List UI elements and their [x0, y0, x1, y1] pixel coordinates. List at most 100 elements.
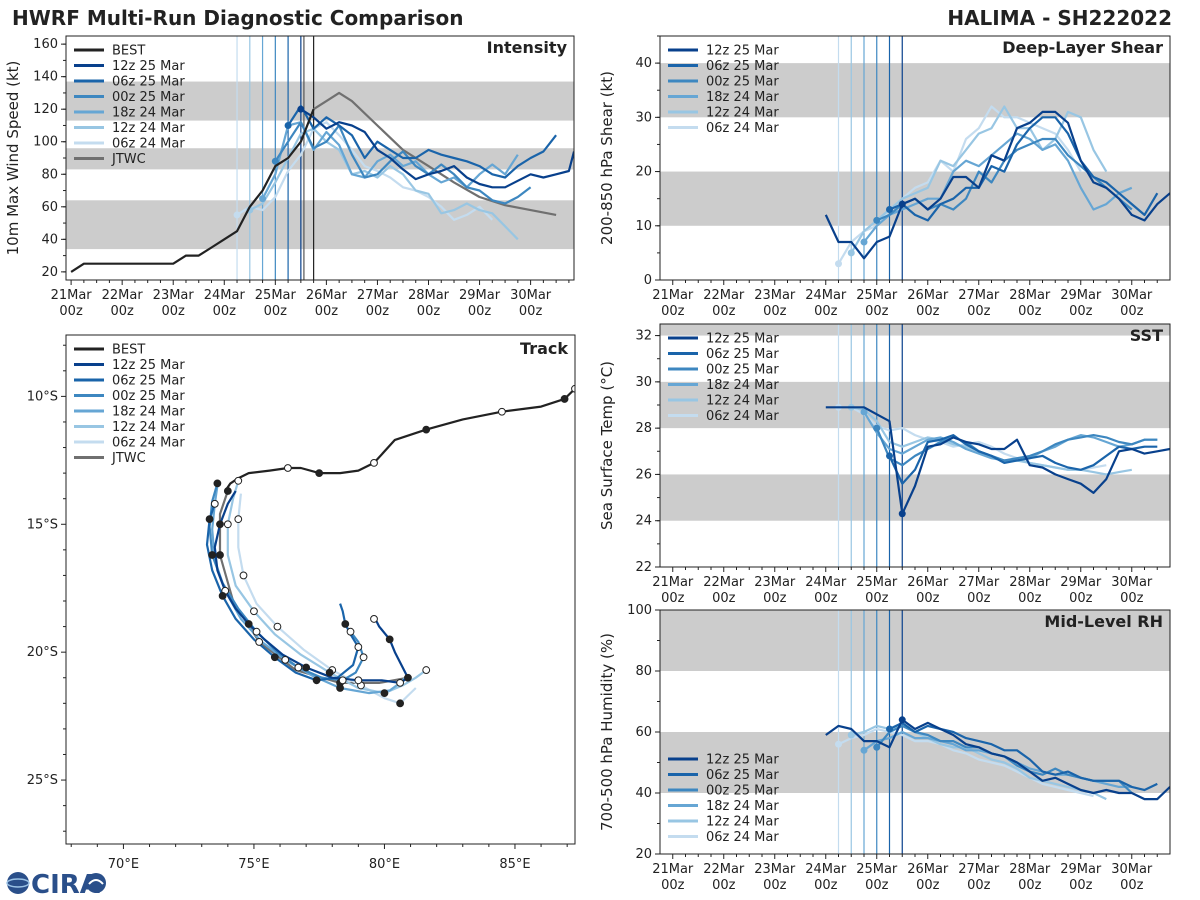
- legend-entry: 12z 25 Mar: [706, 753, 779, 768]
- x-tick-label-hour: 00z: [712, 591, 736, 606]
- y-tick-label: 40: [41, 232, 58, 247]
- track-point-open: [294, 663, 303, 672]
- series-line-12z-25-mar: [824, 110, 1170, 260]
- y-axis-label: Sea Surface Temp (°C): [598, 361, 616, 530]
- series-line-06z-25-mar: [888, 434, 1158, 485]
- legend-entry: 12z 24 Mar: [706, 106, 779, 121]
- series-line-12z-25-mar: [825, 406, 1170, 515]
- y-tick-label: 40: [635, 56, 652, 71]
- x-tick-label-day: 28Mar: [408, 288, 450, 303]
- x-tick-label-hour: 00z: [814, 878, 838, 893]
- track-point-filled: [244, 620, 253, 628]
- panel-title: Intensity: [487, 38, 568, 57]
- storm-id-title: HALIMA - SH222022: [947, 6, 1172, 30]
- init-point-00z-25-mar: [271, 157, 279, 165]
- x-tick-label-hour: 00z: [712, 878, 736, 893]
- track-point-open: [234, 515, 243, 524]
- panel-title: SST: [1130, 326, 1163, 345]
- x-tick-label-hour: 00z: [366, 304, 390, 319]
- track-point-filled: [385, 635, 394, 644]
- lon-tick-label: 85°E: [499, 857, 530, 872]
- y-tick-label: 60: [635, 725, 652, 740]
- legend-entry: 00z 25 Mar: [706, 363, 779, 378]
- x-tick-label-hour: 00z: [865, 878, 889, 893]
- y-tick-label: 30: [635, 375, 652, 390]
- lon-tick-label: 70°E: [108, 857, 139, 872]
- legend-entry: 00z 25 Mar: [706, 75, 779, 90]
- legend-entry: 06z 25 Mar: [112, 75, 185, 90]
- x-tick-label-day: 26Mar: [907, 862, 949, 877]
- track-point-open: [354, 676, 363, 685]
- track-point-open: [252, 627, 261, 636]
- series-line-12z-24-mar: [249, 127, 519, 241]
- init-point-06z-25-mar: [886, 206, 893, 214]
- track-point-open: [422, 666, 431, 674]
- track-point-filled: [218, 591, 227, 600]
- series-line-12z-25-mar: [825, 718, 1170, 801]
- init-point-06z-25-mar: [886, 452, 893, 460]
- x-tick-label-day: 28Mar: [1009, 862, 1051, 877]
- x-tick-label-day: 25Mar: [856, 575, 898, 590]
- legend-entry: 06z 24 Mar: [706, 121, 779, 136]
- x-tick-label-hour: 00z: [162, 304, 186, 319]
- init-point-00z-25-mar: [873, 216, 881, 224]
- plot-area: [660, 36, 1170, 280]
- legend-entry: 12z 25 Mar: [706, 44, 779, 59]
- x-tick-label-hour: 00z: [865, 591, 889, 606]
- track-point-open: [283, 464, 292, 472]
- x-tick-label-hour: 00z: [661, 591, 685, 606]
- panel-sst: 22242628303221Mar00z22Mar00z23Mar00z24Ma…: [598, 323, 1171, 606]
- x-tick-label-hour: 00z: [712, 304, 736, 319]
- track-point-filled: [205, 515, 214, 524]
- legend-entry: 18z 24 Mar: [706, 90, 779, 105]
- legend-entry: 00z 25 Mar: [112, 389, 185, 404]
- y-tick-label: 20: [635, 847, 652, 862]
- init-point-06z-24-mar: [835, 260, 842, 268]
- legend-entry: 06z 25 Mar: [706, 59, 779, 74]
- legend-entry: 12z 24 Mar: [706, 815, 779, 830]
- x-tick-label-day: 30Mar: [1111, 288, 1153, 303]
- init-point-12z-24-mar: [847, 731, 855, 739]
- x-tick-label-hour: 00z: [814, 591, 838, 606]
- y-tick-label: 60: [41, 200, 58, 215]
- y-tick-label: 28: [635, 421, 652, 436]
- track-point-open: [281, 655, 290, 664]
- lat-tick-label: 25°S: [27, 773, 58, 788]
- x-tick-label-day: 26Mar: [907, 575, 949, 590]
- x-tick-label-hour: 00z: [967, 304, 991, 319]
- init-point-12z-25-mar: [898, 200, 906, 208]
- y-tick-label: 80: [635, 664, 652, 679]
- legend-entry: 00z 25 Mar: [706, 784, 779, 799]
- x-tick-label-day: 21Mar: [51, 288, 93, 303]
- x-tick-label-hour: 00z: [916, 878, 940, 893]
- series-line-best: [70, 108, 315, 273]
- legend-entry: 00z 25 Mar: [112, 90, 185, 105]
- series-line-18z-24-mar: [863, 132, 1133, 243]
- track-line-12z-25-mar: [213, 490, 409, 685]
- x-tick-label-hour: 00z: [763, 304, 787, 319]
- series-line-12z-24-mar: [850, 105, 1108, 254]
- globe-icon: [7, 872, 29, 894]
- init-point-06z-25-mar: [284, 121, 292, 129]
- x-tick-label-day: 24Mar: [805, 862, 847, 877]
- track-point-filled: [213, 479, 222, 488]
- track-point-filled: [560, 395, 569, 403]
- panel-shear: 01020304021Mar00z22Mar00z23Mar00z24Mar00…: [598, 35, 1171, 319]
- track-line-best: [224, 387, 575, 492]
- series-line-06z-25-mar: [889, 721, 1158, 792]
- track-point-filled: [312, 676, 321, 685]
- y-tick-label: 10: [635, 219, 652, 234]
- x-tick-label-hour: 00z: [661, 878, 685, 893]
- x-tick-label-day: 23Mar: [754, 862, 796, 877]
- panel-title: Track: [520, 339, 568, 358]
- legend-entry: 18z 24 Mar: [112, 106, 185, 121]
- x-tick-label-day: 23Mar: [754, 575, 796, 590]
- track-point-filled: [216, 551, 224, 559]
- legend-entry: 12z 24 Mar: [112, 121, 185, 136]
- series-line-12z-25-mar: [300, 108, 574, 189]
- track-point-open: [354, 643, 363, 651]
- init-point-18z-24-mar: [860, 238, 868, 246]
- shade-band-1: [660, 63, 1170, 118]
- x-tick-label-hour: 00z: [1120, 878, 1144, 893]
- track-point-filled: [396, 699, 405, 708]
